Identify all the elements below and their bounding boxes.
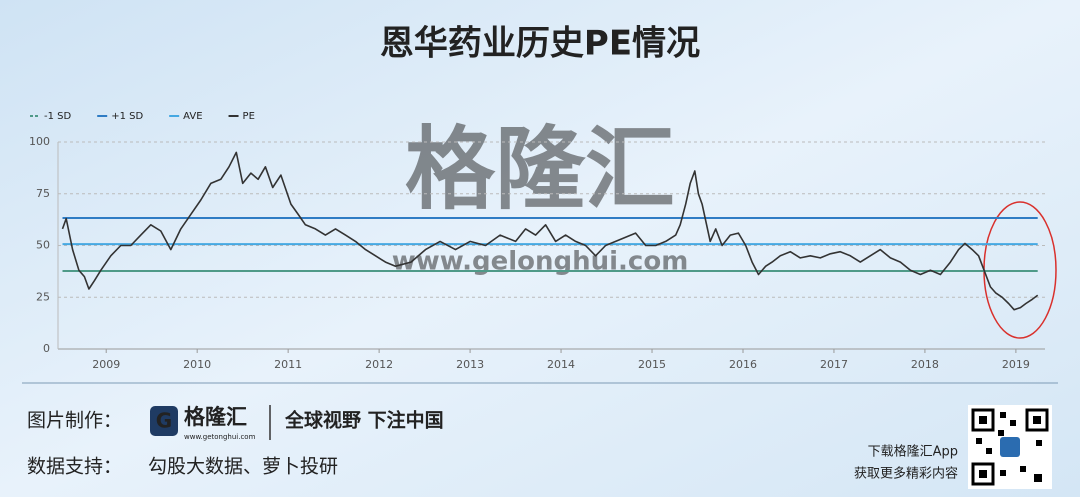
data-source: 勾股大数据、萝卜投研 bbox=[148, 456, 338, 478]
y-tick-label: 50 bbox=[36, 239, 50, 252]
footer-label: 图片制作： bbox=[27, 410, 122, 432]
x-tick-label: 2017 bbox=[820, 358, 848, 371]
x-tick-label: 2015 bbox=[638, 358, 666, 371]
x-tick-label: 2012 bbox=[365, 358, 393, 371]
x-tick-label: 2018 bbox=[911, 358, 939, 371]
legend-label: PE bbox=[243, 111, 255, 122]
watermark: 格隆汇 bbox=[405, 117, 675, 222]
x-tick-label: 2011 bbox=[274, 358, 302, 371]
y-tick-label: 25 bbox=[36, 290, 50, 303]
y-tick-label: 0 bbox=[43, 342, 50, 355]
logo-icon-letter: G bbox=[156, 409, 172, 433]
qr-code bbox=[968, 405, 1052, 489]
logo-icon bbox=[150, 406, 178, 436]
legend-item: +1 SD bbox=[97, 111, 143, 122]
chart-title: 恩华药业历史PE情况 bbox=[380, 24, 700, 64]
legend-label: +1 SD bbox=[111, 111, 143, 122]
legend-label: AVE bbox=[183, 111, 202, 122]
x-tick-label: 2010 bbox=[183, 358, 211, 371]
logo-name: 格隆汇 bbox=[184, 405, 247, 429]
logo-url: www.getonghui.com bbox=[184, 433, 256, 441]
legend-item: -1 SD bbox=[30, 111, 71, 122]
app-text: 获取更多精彩内容 bbox=[854, 466, 958, 482]
y-tick-label: 75 bbox=[36, 187, 50, 200]
x-tick-label: 2019 bbox=[1002, 358, 1030, 371]
x-tick-label: 2014 bbox=[547, 358, 575, 371]
x-tick-label: 2013 bbox=[456, 358, 484, 371]
app-text: 下载格隆汇App bbox=[868, 444, 958, 460]
x-tick-label: 2016 bbox=[729, 358, 757, 371]
plot: 0 25 50 75 100 2009 2010 2011 2012 2013 2014 2015 20… bbox=[29, 111, 1045, 371]
legend-label: -1 SD bbox=[44, 111, 71, 122]
line-series bbox=[61, 151, 1039, 311]
legend-item: AVE bbox=[169, 111, 203, 122]
y-tick-label: 100 bbox=[29, 135, 50, 148]
x-tick-label: 2009 bbox=[92, 358, 120, 371]
footer-label: 数据支持： bbox=[27, 456, 122, 478]
legend-item: PE bbox=[228, 111, 255, 122]
slogan: 全球视野 下注中国 bbox=[284, 409, 444, 432]
